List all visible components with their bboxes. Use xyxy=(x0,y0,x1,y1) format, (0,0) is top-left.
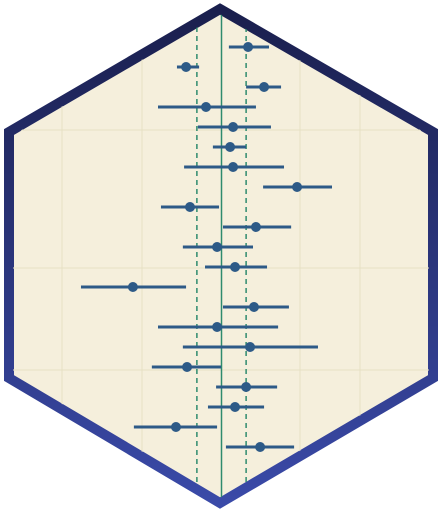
point xyxy=(230,262,241,272)
point xyxy=(228,162,239,172)
point xyxy=(241,382,252,392)
point xyxy=(200,102,211,112)
point xyxy=(212,242,223,252)
point xyxy=(181,62,192,72)
point xyxy=(127,282,138,292)
point xyxy=(212,322,223,332)
point xyxy=(292,182,303,192)
point xyxy=(225,142,236,152)
point xyxy=(250,222,261,232)
point xyxy=(248,302,259,312)
point xyxy=(228,122,239,132)
point xyxy=(230,402,241,412)
point xyxy=(259,82,270,92)
point xyxy=(170,422,181,432)
point xyxy=(255,442,266,452)
point xyxy=(182,362,193,372)
plot xyxy=(80,14,333,498)
point xyxy=(245,342,256,352)
point xyxy=(243,42,254,52)
point xyxy=(184,202,195,212)
